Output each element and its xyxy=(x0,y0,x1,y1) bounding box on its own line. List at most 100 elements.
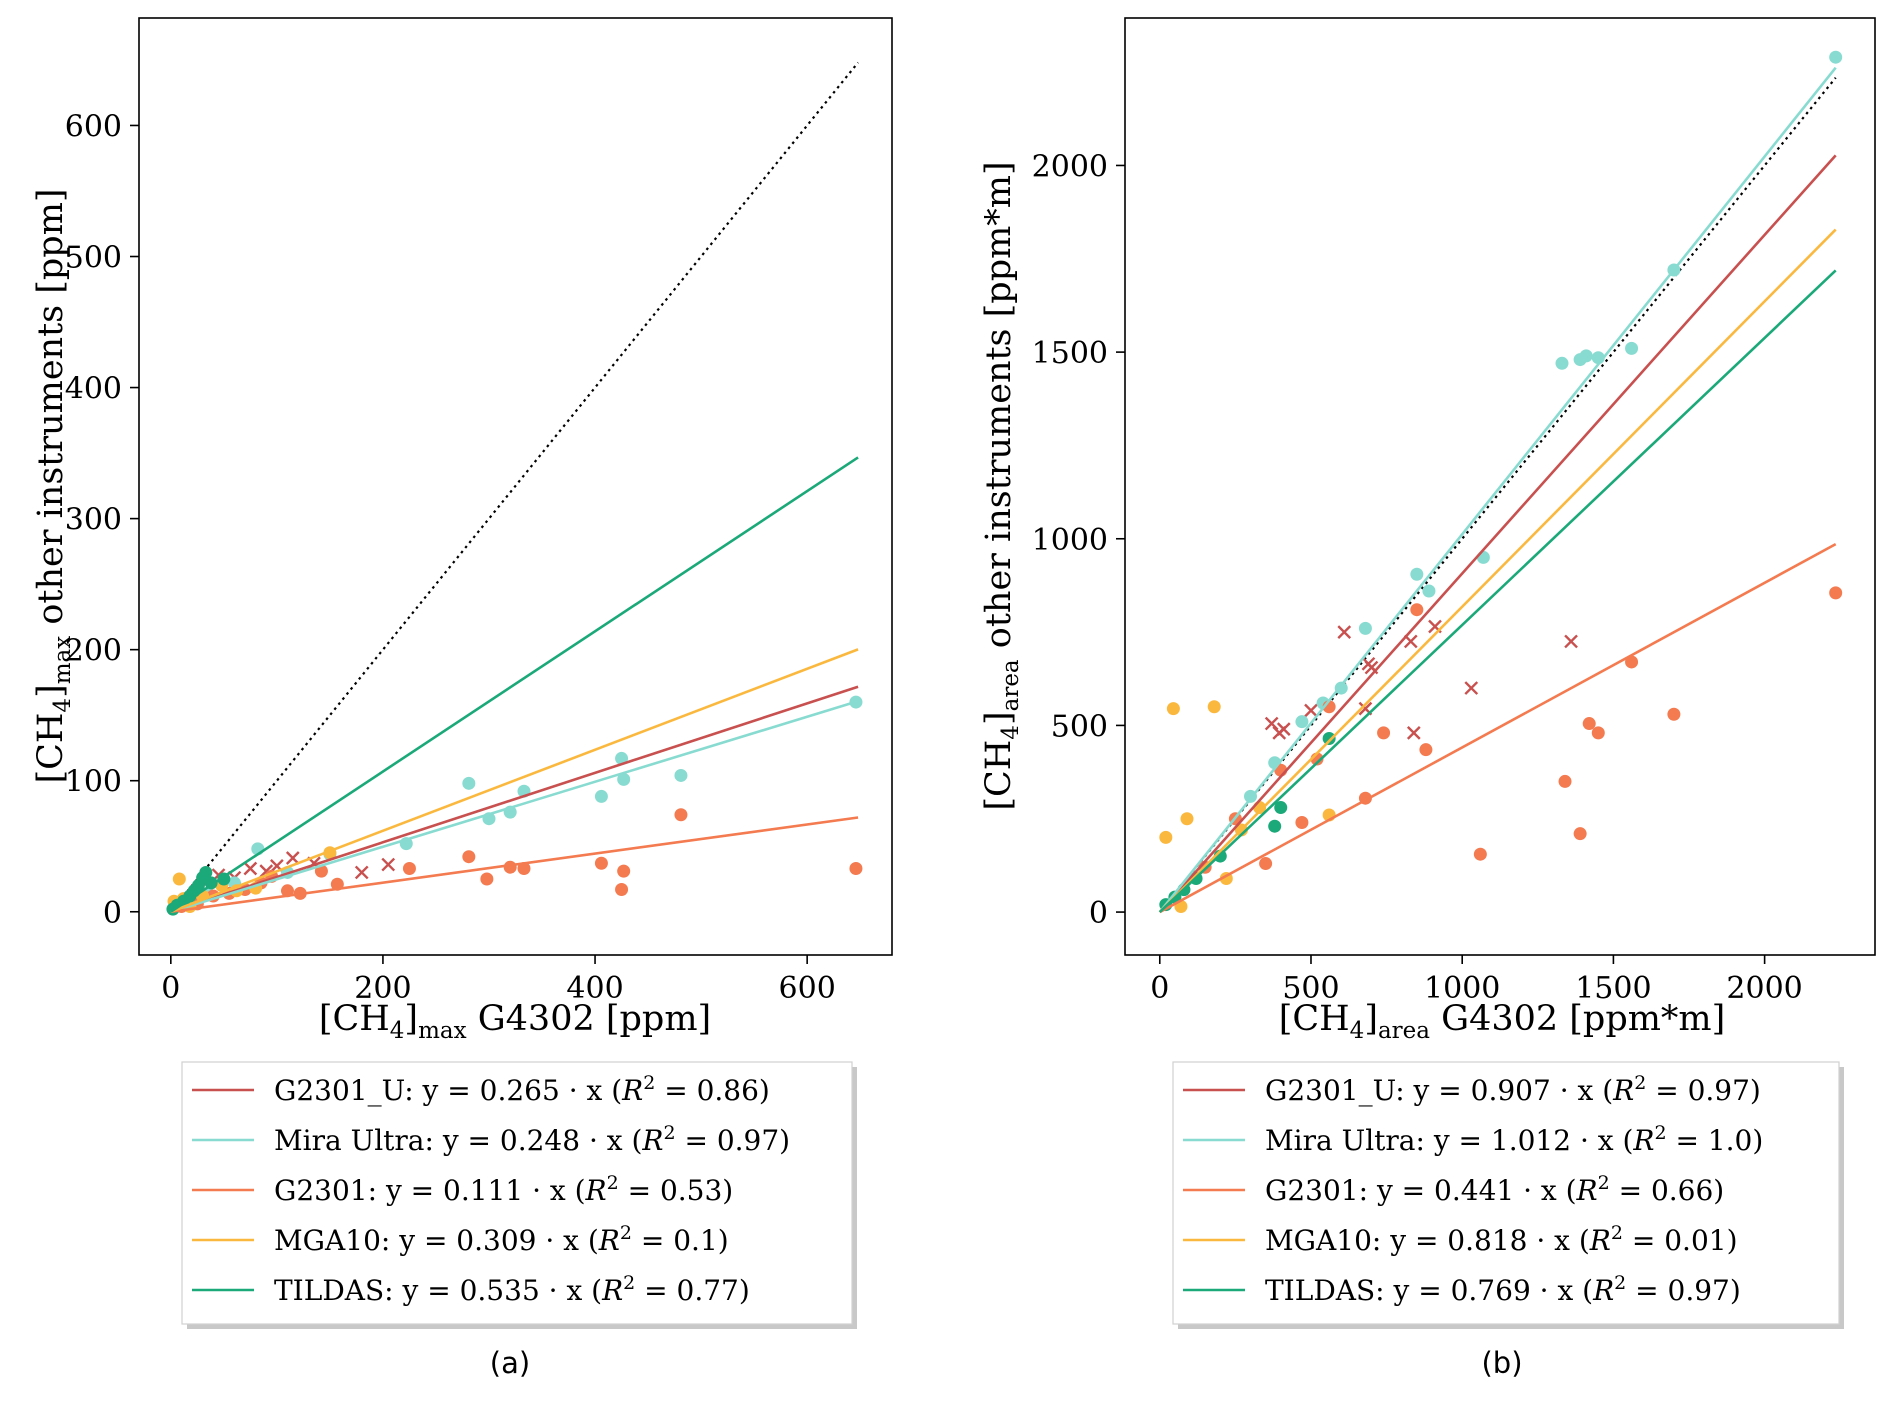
fit-line-mga10 xyxy=(1158,228,1837,913)
data-point xyxy=(1829,50,1843,64)
data-point xyxy=(1159,830,1173,844)
x-axis-title: [CH4]area G4302 [ppm*m] xyxy=(1279,999,1726,1044)
data-point xyxy=(1166,702,1180,716)
data-point xyxy=(1625,341,1639,355)
data-point xyxy=(517,862,531,876)
data-point xyxy=(1358,621,1372,635)
y-tick-label: 2000 xyxy=(1032,149,1108,184)
data-point xyxy=(1473,847,1487,861)
data-point xyxy=(462,850,476,864)
data-point xyxy=(1667,707,1681,721)
series-points-mga10 xyxy=(1159,700,1336,913)
data-point-cross xyxy=(1304,703,1318,718)
chart-panel-0: 0 200 400 600 0 100 200 300 400 500 600 [CH4]max G4… xyxy=(31,17,893,1380)
data-point-cross xyxy=(285,851,300,865)
data-point xyxy=(1422,584,1436,598)
fit-line-mira-ultra xyxy=(1158,66,1837,913)
legend-entry: G2301: y = 0.441 · x (R2 = 0.66) xyxy=(1265,1172,1724,1207)
data-point xyxy=(1274,801,1288,815)
fit-line-g2301 xyxy=(170,816,859,914)
x-tick-label: 2000 xyxy=(1726,971,1802,1006)
series-points-tildas xyxy=(166,865,231,916)
fit-line-g2301_u xyxy=(1158,154,1837,913)
y-tick-label: 0 xyxy=(103,896,122,931)
data-point xyxy=(615,882,629,896)
data-point xyxy=(503,860,517,874)
data-point xyxy=(1295,815,1309,829)
fit-line-g2301_u xyxy=(170,685,859,913)
identity-line xyxy=(169,61,859,913)
legend-entry: G2301_U: y = 0.265 · x (R2 = 0.86) xyxy=(274,1072,770,1107)
chart-panel-1: 0 500 1000 1500 20000500100015002000[CH4]are… xyxy=(979,17,1876,1380)
y-tick-label: 1000 xyxy=(1032,523,1108,558)
x-tick-label: 200 xyxy=(354,971,411,1006)
data-point-cross xyxy=(1464,681,1479,695)
x-tick-label: 0 xyxy=(161,971,180,1006)
data-point xyxy=(674,768,688,782)
data-point xyxy=(480,872,494,886)
data-point xyxy=(594,856,608,870)
y-tick-label: 200 xyxy=(65,634,122,669)
x-tick-label: 600 xyxy=(779,971,836,1006)
legend-entry: Mira Ultra: y = 1.012 · x (R2 = 1.0) xyxy=(1265,1122,1763,1157)
data-point xyxy=(1579,349,1593,363)
data-point xyxy=(1295,715,1309,729)
legend: G2301_U: y = 0.907 · x (R2 = 0.97) Mira U… xyxy=(1172,1061,1844,1329)
y-tick-label: 0 xyxy=(1089,896,1108,931)
x-tick-label: 0 xyxy=(1150,971,1169,1006)
legend-entry: MGA10: y = 0.818 · x (R2 = 0.01) xyxy=(1265,1222,1738,1257)
data-point xyxy=(1582,717,1596,731)
legend: G2301_U: y = 0.265 · x (R2 = 0.86) Mira U… xyxy=(181,1061,857,1329)
data-point xyxy=(402,862,416,876)
data-point-cross xyxy=(1264,716,1279,731)
data-point xyxy=(849,862,863,876)
series-points-mira-ultra xyxy=(1244,50,1843,803)
data-point xyxy=(1476,550,1490,564)
fit-line-tildas xyxy=(170,456,859,913)
data-point-cross xyxy=(1276,722,1291,736)
y-tick-label: 500 xyxy=(1051,709,1108,744)
x-axis-title: [CH4]max G4302 [ppm] xyxy=(319,999,711,1044)
data-point xyxy=(615,751,629,765)
data-point xyxy=(1410,603,1424,617)
fit-line-mga10 xyxy=(170,648,859,913)
legend-entry: G2301: y = 0.111 · x (R2 = 0.53) xyxy=(274,1172,733,1207)
legend-box xyxy=(181,1061,853,1325)
data-point xyxy=(1259,857,1273,871)
x-tick-label: 500 xyxy=(1282,971,1339,1006)
data-point xyxy=(1268,819,1282,833)
fit-line-tildas xyxy=(1158,269,1837,914)
y-tick-label: 600 xyxy=(65,109,122,144)
panel-label: (a) xyxy=(490,1346,530,1380)
legend-entry: G2301_U: y = 0.907 · x (R2 = 0.97) xyxy=(1265,1072,1761,1107)
data-point xyxy=(1829,586,1843,600)
y-tick-label: 400 xyxy=(65,372,122,407)
legend-entry: MGA10: y = 0.309 · x (R2 = 0.1) xyxy=(274,1222,729,1257)
fit-line-mira-ultra xyxy=(170,699,859,913)
data-point xyxy=(1573,827,1587,841)
y-tick-label: 300 xyxy=(65,503,122,538)
data-point-cross xyxy=(1337,625,1352,639)
y-tick-label: 500 xyxy=(65,241,122,276)
legend-entry: TILDAS: y = 0.535 · x (R2 = 0.77) xyxy=(274,1272,750,1307)
data-point xyxy=(674,808,688,822)
legend-entry: TILDAS: y = 0.769 · x (R2 = 0.97) xyxy=(1265,1272,1741,1307)
data-point-cross xyxy=(1564,634,1578,649)
x-tick-label: 1000 xyxy=(1424,971,1500,1006)
data-point xyxy=(1207,700,1221,714)
data-point xyxy=(462,776,476,790)
x-tick-label: 1500 xyxy=(1575,971,1651,1006)
data-point xyxy=(1410,567,1424,581)
data-point-cross xyxy=(243,861,258,876)
x-tick-label: 400 xyxy=(566,971,623,1006)
data-point xyxy=(1591,726,1605,740)
fit-line-g2301 xyxy=(1159,542,1837,914)
data-point xyxy=(1625,655,1639,669)
data-point xyxy=(594,789,608,803)
legend-entry: Mira Ultra: y = 0.248 · x (R2 = 0.97) xyxy=(274,1122,790,1157)
data-point xyxy=(1180,812,1194,826)
data-point-cross xyxy=(1406,726,1421,740)
data-point xyxy=(1377,726,1391,740)
data-point xyxy=(199,865,213,879)
